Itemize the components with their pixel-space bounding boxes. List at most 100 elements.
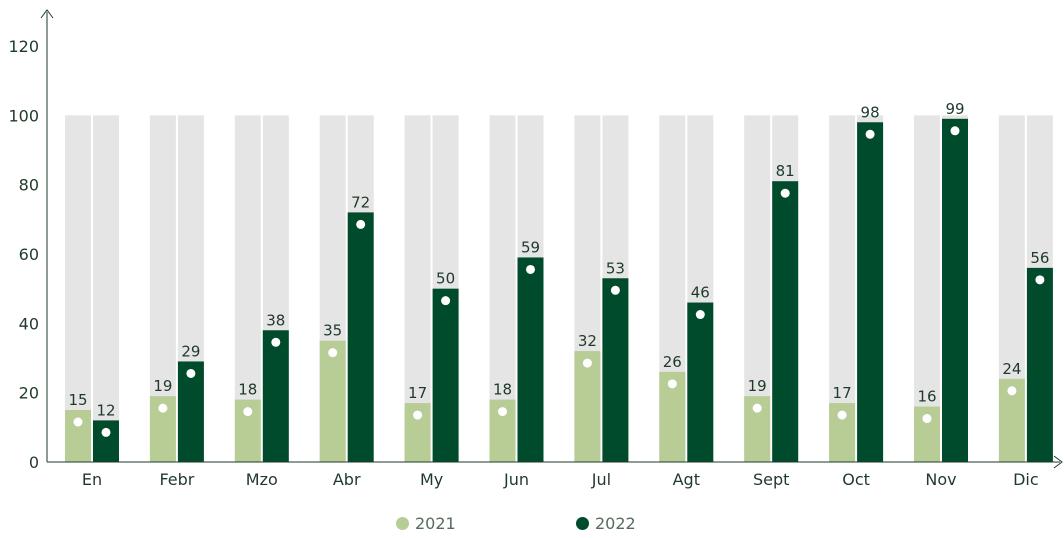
data-label: 12 <box>96 401 115 419</box>
bar-marker <box>610 285 620 295</box>
bar-2022 <box>857 122 884 463</box>
x-axis-arrow <box>1053 455 1063 469</box>
y-tick-label: 20 <box>19 384 39 403</box>
y-tick-label: 100 <box>8 106 39 125</box>
bar-marker <box>328 348 338 358</box>
bar-2022 <box>602 278 629 462</box>
bar-marker <box>186 368 196 378</box>
legend-label-2021: 2021 <box>415 514 456 533</box>
data-label: 98 <box>861 103 880 121</box>
x-tick-label: Dic <box>1013 470 1039 489</box>
bar-2022 <box>942 118 968 463</box>
x-tick-label: Agt <box>673 470 700 489</box>
bar-marker <box>413 410 423 420</box>
bar-marker <box>498 407 507 417</box>
bar-marker <box>271 337 281 347</box>
x-tick-label: Oct <box>842 470 870 489</box>
data-labels: 15 12 19 29 18 38 35 72 17 50 18 59 32 53 26 46 19 81 17 98… <box>68 100 1049 420</box>
x-tick-label: Jun <box>503 470 529 489</box>
x-tick-label: Febr <box>159 470 194 489</box>
background-bar <box>914 115 940 462</box>
bar-2022 <box>262 330 289 462</box>
bar-marker <box>837 410 847 420</box>
data-label: 19 <box>748 377 767 395</box>
x-tick-label: Nov <box>925 470 956 489</box>
bar-2022 <box>687 302 714 462</box>
bar-marker <box>526 264 535 274</box>
x-tick-label: Jul <box>591 470 611 489</box>
background-bar <box>65 115 91 462</box>
legend-label-2022: 2022 <box>595 514 636 533</box>
bar-2022 <box>432 288 459 462</box>
bar-marker <box>780 188 790 198</box>
data-label: 17 <box>408 384 427 402</box>
bar-2022 <box>517 257 544 462</box>
data-label: 24 <box>1002 360 1021 378</box>
y-tick-label: 0 <box>29 453 39 472</box>
legend-item-2022: 2022 <box>576 514 636 533</box>
x-tick-label: Mzo <box>246 470 278 489</box>
bar-marker <box>101 427 111 437</box>
bar-marker <box>582 358 592 368</box>
bar-marker <box>441 296 451 306</box>
y-tick-labels: 0 20 40 60 80 100 120 <box>8 37 39 472</box>
data-label: 56 <box>1030 249 1049 267</box>
x-tick-label: En <box>82 470 102 489</box>
data-label: 35 <box>323 322 342 340</box>
bar-marker <box>950 126 960 136</box>
bar-marker <box>73 417 83 427</box>
background-bars <box>65 115 1053 462</box>
data-label: 29 <box>181 342 200 360</box>
bar-2022 <box>772 181 799 462</box>
background-bar <box>93 115 119 462</box>
bar-2022 <box>1026 267 1053 462</box>
bar-marker <box>752 403 762 413</box>
bar-2022 <box>347 212 374 462</box>
bar-marker <box>922 414 932 424</box>
bar-2022 <box>93 420 119 462</box>
bar-marker <box>1035 275 1045 285</box>
x-tick-label: Sept <box>753 470 789 489</box>
data-label: 18 <box>493 381 512 399</box>
data-label: 32 <box>578 332 597 350</box>
y-axis-arrow <box>40 9 54 19</box>
bar-marker <box>243 407 253 417</box>
data-label: 38 <box>266 311 285 329</box>
x-tick-label: Abr <box>333 470 361 489</box>
data-label: 53 <box>606 259 625 277</box>
data-label: 16 <box>917 388 936 406</box>
data-label: 59 <box>521 238 540 256</box>
data-label: 17 <box>833 384 852 402</box>
y-tick-label: 80 <box>19 176 39 195</box>
data-label: 46 <box>691 284 710 302</box>
bar-marker <box>695 310 705 320</box>
bar-marker <box>158 403 168 413</box>
bar-2021 <box>574 351 601 462</box>
legend-swatch-2022 <box>576 517 589 530</box>
data-label: 50 <box>436 270 455 288</box>
data-bars <box>65 118 1053 463</box>
legend-swatch-2021 <box>396 517 409 530</box>
data-label: 18 <box>238 381 257 399</box>
y-tick-label: 60 <box>19 245 39 264</box>
axes <box>40 9 1063 469</box>
bar-markers <box>73 126 1045 437</box>
bar-2022 <box>177 361 204 462</box>
bar-marker <box>865 129 875 139</box>
data-label: 72 <box>351 193 370 211</box>
y-tick-label: 40 <box>19 314 39 333</box>
y-tick-label: 120 <box>8 37 39 56</box>
data-label: 81 <box>776 162 795 180</box>
bar-2021 <box>319 340 346 462</box>
bar-marker <box>667 379 677 389</box>
data-label: 26 <box>663 353 682 371</box>
bar-marker <box>1007 386 1017 396</box>
data-label: 99 <box>945 100 964 118</box>
bar-marker <box>356 219 366 229</box>
data-label: 15 <box>68 391 87 409</box>
x-tick-labels: En Febr Mzo Abr My Jun Jul Agt Sept Oct Nov Dic <box>82 470 1039 489</box>
legend-item-2021: 2021 <box>396 514 456 533</box>
data-label: 19 <box>153 377 172 395</box>
x-tick-label: My <box>420 470 443 489</box>
